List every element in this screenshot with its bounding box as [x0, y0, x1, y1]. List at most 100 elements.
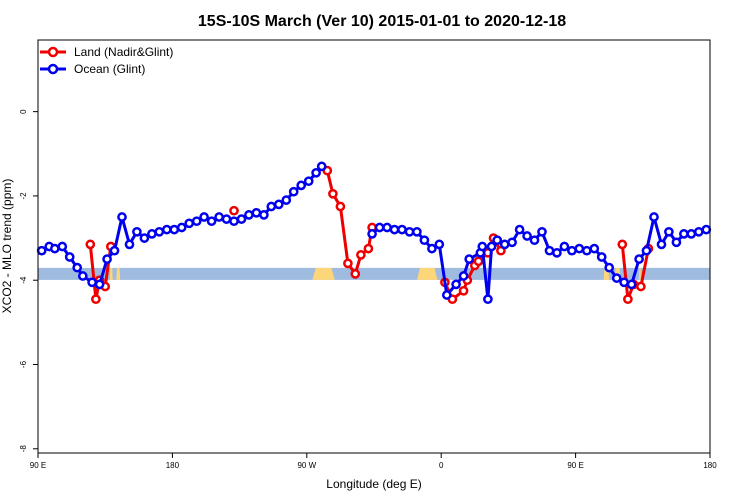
data-point: [229, 216, 239, 227]
data-point: [537, 226, 547, 237]
data-point: [184, 218, 195, 229]
data-point: [94, 279, 105, 290]
x-tick-label: 0: [439, 461, 444, 470]
data-point: [350, 269, 361, 279]
data-point: [589, 243, 600, 254]
x-tick-label: 90 E: [30, 461, 46, 470]
data-point: [49, 243, 60, 254]
series-layer: [36, 161, 712, 305]
data-point: [176, 222, 187, 233]
data-point: [273, 199, 284, 210]
data-point: [567, 245, 577, 256]
data-point: [434, 239, 445, 250]
data-point: [617, 239, 628, 250]
data-point: [72, 262, 83, 273]
data-point: [356, 250, 366, 260]
data-point: [451, 279, 461, 290]
x-axis-label: Longitude (deg E): [326, 477, 421, 491]
data-point: [486, 241, 497, 252]
data-point: [343, 258, 353, 269]
data-point: [664, 226, 674, 237]
data-point: [316, 161, 327, 172]
data-point: [374, 222, 385, 233]
data-point: [464, 254, 475, 264]
legend-label-land: Land (Nadir&Glint): [74, 45, 173, 59]
y-tick-label: 0: [19, 109, 28, 114]
data-point: [91, 294, 101, 305]
data-point: [288, 186, 299, 197]
data-point: [581, 245, 592, 256]
data-point: [611, 273, 622, 283]
data-point: [214, 212, 224, 222]
chart-title: 15S-10S March (Ver 10) 2015-01-01 to 202…: [198, 13, 566, 30]
data-point: [147, 229, 157, 239]
data-point: [636, 281, 646, 292]
data-point: [363, 243, 374, 254]
y-tick-label: -6: [19, 360, 28, 368]
data-point: [626, 279, 637, 290]
data-point: [397, 224, 407, 235]
data-point: [458, 271, 469, 281]
data-point: [499, 239, 510, 250]
x-tick-label: 90 E: [567, 461, 583, 470]
data-point: [303, 176, 314, 187]
data-point: [77, 271, 88, 281]
data-point: [559, 241, 570, 252]
x-axis: 90 E 180 90 W 0 90 E 180: [30, 453, 717, 470]
data-point: [335, 201, 346, 212]
data-point: [367, 229, 377, 239]
data-point: [634, 254, 644, 264]
data-point: [132, 226, 142, 237]
y-axis-label: XCO2 - MLO trend (ppm): [0, 179, 14, 314]
data-point: [389, 224, 400, 235]
series-ocean: [36, 161, 712, 305]
legend: Land (Nadir&Glint) Ocean (Glint): [40, 45, 173, 76]
series-line: [325, 170, 374, 276]
data-point: [154, 226, 165, 237]
legend-marker-ocean: [47, 63, 59, 75]
data-point: [296, 180, 307, 191]
data-point: [161, 224, 172, 235]
data-point: [236, 214, 247, 224]
land-band-segment: [312, 267, 335, 280]
data-point: [87, 277, 97, 288]
y-tick-label: -4: [19, 276, 28, 284]
data-point: [529, 235, 540, 246]
data-point: [641, 245, 652, 256]
data-point: [251, 207, 262, 218]
data-point: [514, 224, 525, 235]
data-point: [412, 226, 422, 237]
data-point: [244, 210, 254, 220]
data-point: [623, 294, 633, 305]
data-point: [221, 214, 232, 224]
data-point: [229, 205, 239, 216]
data-point: [458, 285, 469, 296]
data-point: [544, 245, 555, 256]
data-point: [117, 212, 127, 222]
y-tick-label: -8: [19, 445, 28, 453]
data-point: [404, 226, 415, 237]
data-point: [492, 235, 503, 246]
data-point: [604, 262, 615, 273]
data-point: [693, 226, 704, 237]
legend-label-ocean: Ocean (Glint): [74, 62, 145, 76]
land-band-segment: [116, 267, 121, 280]
x-tick-label: 90 W: [297, 461, 316, 470]
data-point: [57, 241, 68, 252]
data-point: [102, 254, 112, 264]
data-point: [64, 252, 75, 262]
legend-marker-land: [47, 46, 59, 58]
x-tick-label: 180: [166, 461, 180, 470]
data-point: [656, 239, 667, 250]
data-point: [574, 243, 585, 254]
data-point: [36, 245, 47, 256]
data-point: [139, 233, 150, 243]
data-point: [206, 216, 217, 227]
data-point: [266, 201, 277, 212]
data-point: [311, 167, 321, 178]
data-point: [427, 243, 437, 254]
data-point: [649, 212, 659, 222]
data-point: [619, 277, 629, 288]
data-point: [507, 237, 517, 248]
